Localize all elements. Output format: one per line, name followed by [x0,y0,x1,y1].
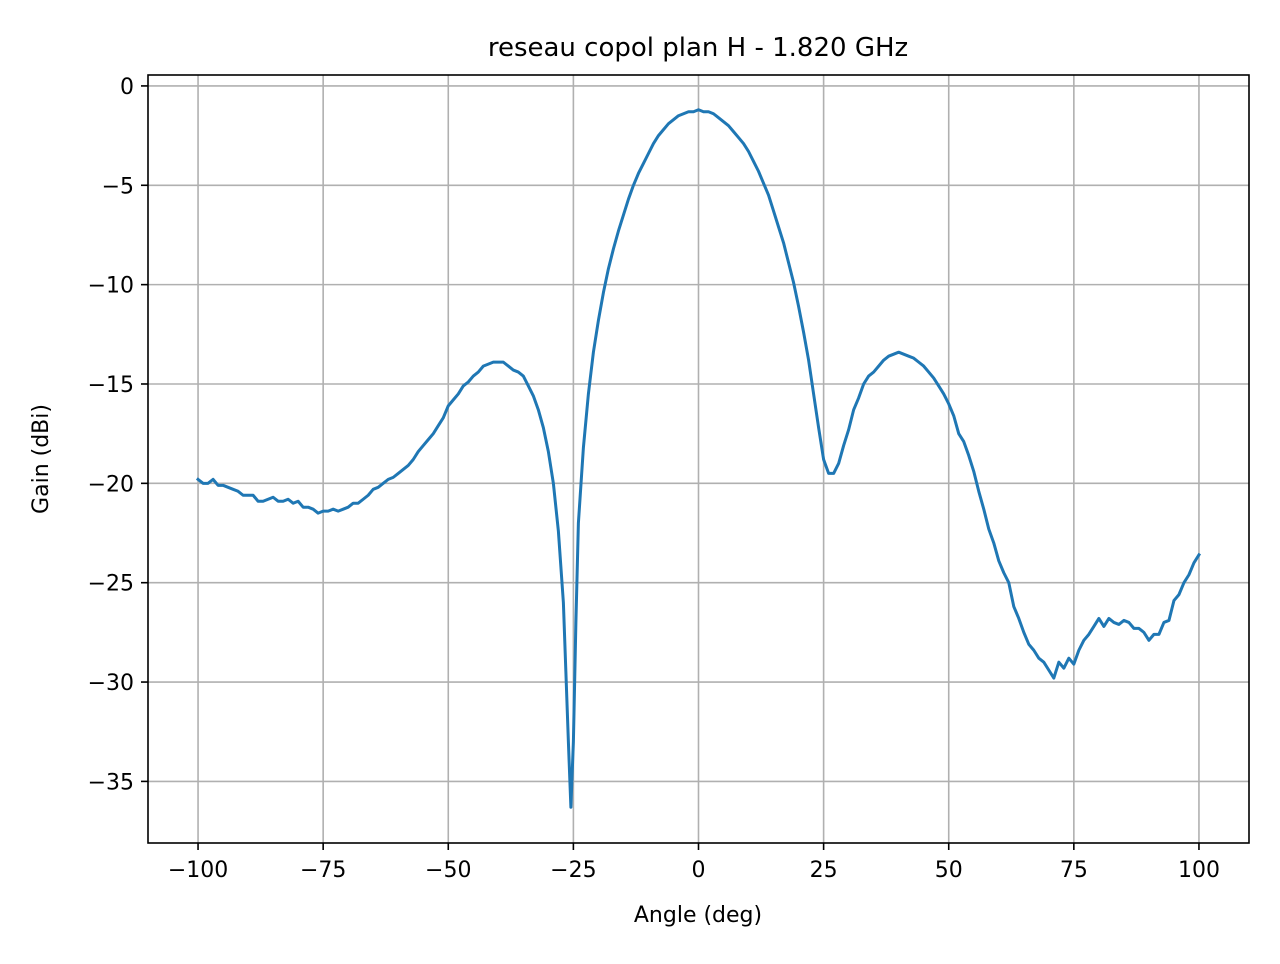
y-tick-label: 0 [120,75,134,100]
x-tick-label: 75 [1060,858,1088,883]
chart-title: reseau copol plan H - 1.820 GHz [488,33,908,63]
y-axis-label: Gain (dBi) [29,404,54,514]
x-tick-label: 50 [935,858,963,883]
y-tick-label: −30 [88,671,134,696]
x-tick-label: 100 [1178,858,1220,883]
y-tick-label: −15 [88,373,134,398]
x-tick-label: −50 [425,858,471,883]
series-layer [195,108,1202,809]
y-tick-label: −5 [102,174,134,199]
axis-ticks: −100 −75 −50 −25 0 25 50 75 100 0 −5 −10 −15 −20 −25 −3… [88,75,1220,883]
y-tick-label: −20 [88,472,134,497]
x-axis-label: Angle (deg) [634,903,762,928]
y-tick-label: −25 [88,572,134,597]
series-line-0 [195,108,1202,809]
y-tick-label: −10 [88,274,134,299]
x-tick-label: −100 [168,858,228,883]
x-tick-label: 0 [692,858,706,883]
x-tick-label: −25 [550,858,596,883]
y-tick-label: −35 [88,770,134,795]
x-tick-label: −75 [300,858,346,883]
x-tick-label: 25 [810,858,838,883]
